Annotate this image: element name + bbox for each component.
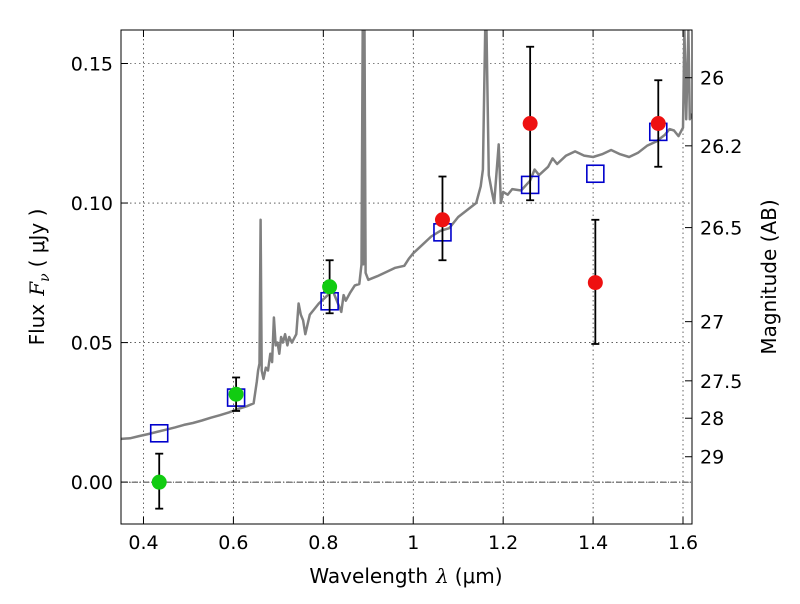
right-tick-label: 28: [700, 408, 724, 430]
right-tick-label: 29: [700, 447, 724, 469]
x-axis-label: Wavelength λ (μm): [309, 564, 502, 588]
right-tick-label: 26.2: [700, 136, 742, 158]
red-data-point: [587, 275, 603, 291]
x-axis-label-prefix: Wavelength: [309, 564, 428, 588]
ticks: 0.4 0.6 0.8 1 1.2 1.4 1.6 0.00 0.05 0.10 0.15 26 26.…: [71, 30, 742, 554]
y-axis-label-symbol: F: [25, 281, 49, 297]
model-square-point: [586, 164, 605, 184]
green-data-point: [228, 386, 244, 402]
x-tick-label: 0.8: [308, 532, 338, 554]
y-tick-label: 0.10: [71, 193, 113, 215]
plot-frame: [120, 29, 693, 525]
red-data-point: [650, 115, 666, 131]
x-tick-label: 0.4: [128, 532, 158, 554]
y-tick-label: 0.05: [71, 333, 113, 355]
model-spectrum-line: [121, 30, 692, 441]
right-axis-label: Magnitude (AB): [757, 199, 781, 354]
y-axis-label: Flux Fν ( μJy ): [25, 209, 53, 346]
x-axis-label-symbol: λ: [435, 564, 449, 588]
right-tick-label: 27: [700, 312, 724, 334]
green-data-point: [151, 474, 167, 490]
data-layer: [121, 30, 692, 510]
right-tick-label: 26: [700, 68, 724, 90]
right-tick-label: 26.5: [700, 218, 742, 240]
x-tick-label: 1.6: [668, 532, 698, 554]
green-data-point: [322, 279, 338, 295]
y-axis-label-prefix: Flux: [25, 304, 49, 346]
x-tick-label: 1: [407, 532, 419, 554]
x-axis-label-unit: (μm): [455, 564, 503, 588]
y-axis-label-unit: ( μJy ): [25, 209, 49, 268]
x-tick-label: 0.6: [218, 532, 248, 554]
red-data-point: [522, 115, 538, 131]
x-tick-label: 1.2: [488, 532, 518, 554]
red-data-point: [434, 212, 450, 228]
x-tick-label: 1.4: [578, 532, 608, 554]
y-tick-label: 0.00: [71, 472, 113, 494]
y-axis-label-subscript: ν: [37, 273, 53, 282]
model-square-point: [149, 423, 169, 443]
grid: [121, 30, 692, 524]
right-tick-label: 27.5: [700, 371, 742, 393]
y-tick-label: 0.15: [71, 53, 113, 75]
